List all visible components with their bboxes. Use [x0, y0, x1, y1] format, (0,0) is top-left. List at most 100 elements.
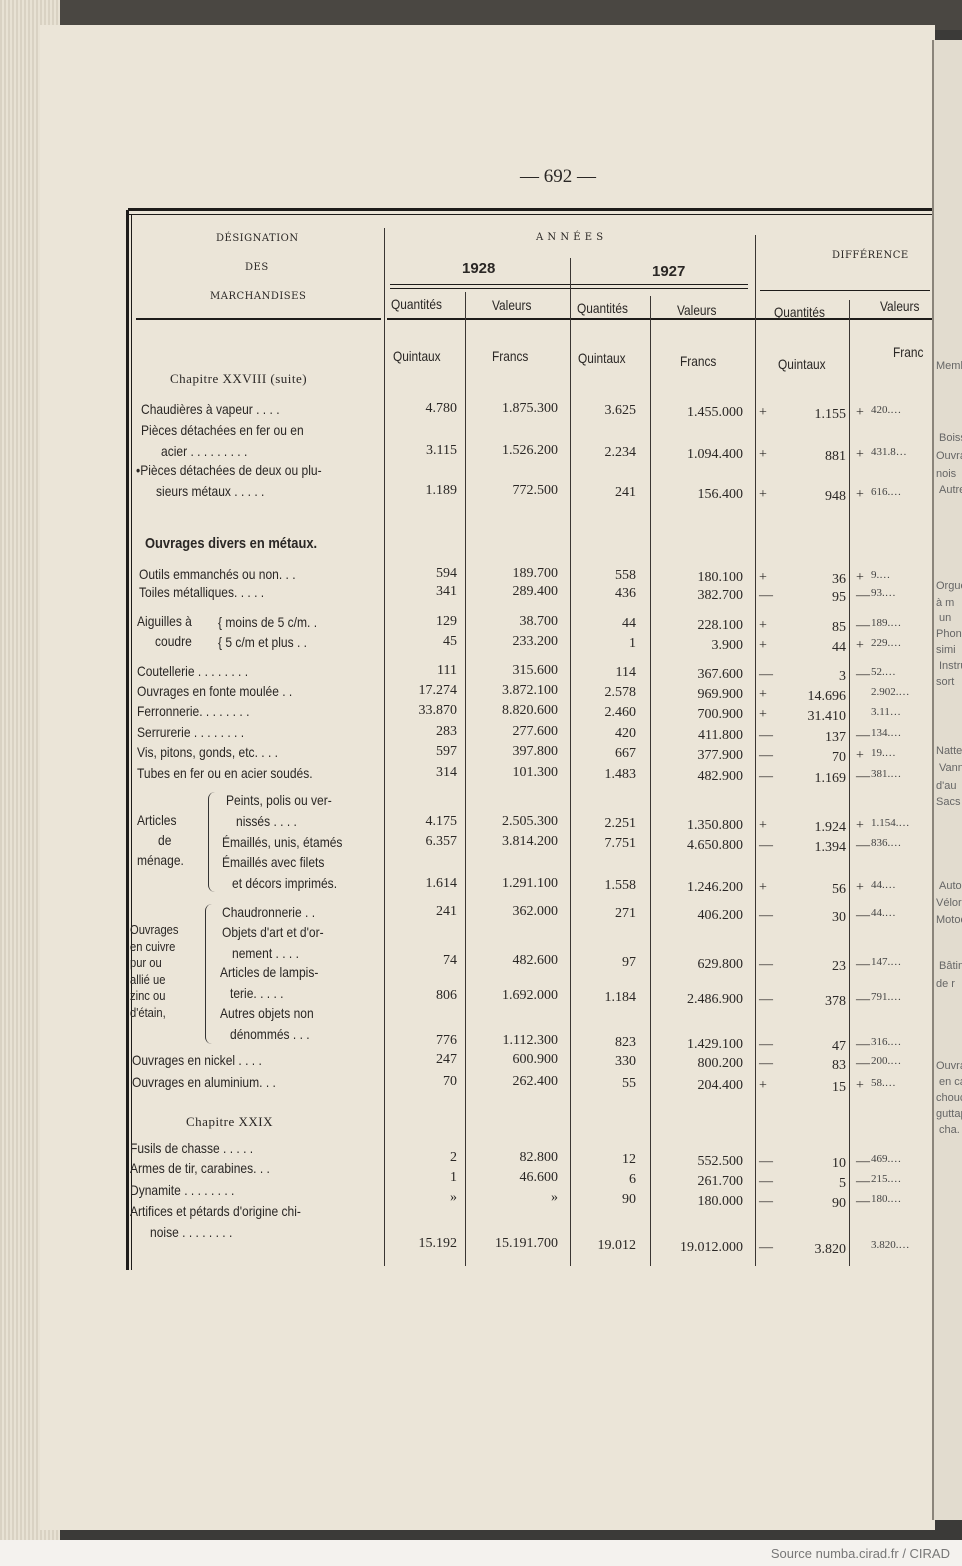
next-page-fragment: de r: [936, 978, 955, 990]
header-marchandises: MARCHANDISES: [210, 291, 307, 302]
col-divider: [384, 228, 385, 1266]
diff-value-partial: 3.820.…: [871, 1239, 910, 1251]
next-page-fragment: Vélori: [936, 897, 962, 909]
diff-qty-sign: +: [759, 618, 767, 633]
row-label: nement . . . .: [232, 945, 299, 961]
qty-1927: 2.578: [604, 685, 637, 700]
row-label: nissés . . . .: [236, 813, 297, 829]
unit-francs-diff: Franc: [893, 344, 924, 360]
value-1927: 377.900: [697, 748, 744, 763]
next-page-fragment: Memb: [936, 360, 962, 372]
qty-1928: 15.192: [418, 1236, 458, 1251]
value-1927: 800.200: [697, 1056, 744, 1071]
group-label: d'étain,: [130, 1004, 166, 1020]
value-1927: 180.100: [697, 570, 744, 585]
diff-qty: 85: [832, 620, 846, 635]
header-annees: A N N É E S: [536, 232, 604, 243]
row-label: Chaudronnerie . .: [222, 904, 316, 920]
row-label: •Pièces détachées de deux ou plu-: [136, 462, 322, 478]
value-1927: 204.400: [697, 1078, 744, 1093]
value-1927: 1.246.200: [687, 880, 743, 895]
diff-value-partial: 9.…: [871, 569, 891, 581]
value-1927: 382.700: [697, 588, 744, 603]
qty-1927: 667: [615, 746, 636, 761]
diff-value-sign: —: [856, 667, 870, 682]
chapter-28-heading: Chapitre XXVIII (suite): [170, 371, 308, 386]
diff-value-partial: 316.…: [871, 1036, 902, 1048]
group-label: en cuivre: [130, 938, 176, 954]
diff-value-sign: +: [856, 447, 864, 462]
value-1927: 3.900: [711, 638, 744, 653]
diff-qty-sign: +: [759, 1078, 767, 1093]
row-label: sieurs métaux . . . . .: [156, 483, 265, 499]
value-1928: 15.191.700: [495, 1236, 558, 1251]
diff-value-partial: 420.…: [871, 404, 902, 416]
next-page-fragment: cha.: [939, 1124, 960, 1136]
value-1928: 1.875.300: [502, 401, 558, 416]
value-1928: 8.820.600: [502, 703, 558, 718]
value-1927: 406.200: [697, 908, 744, 923]
diff-qty-sign: —: [759, 908, 773, 923]
diff-value-partial: 431.8…: [871, 446, 907, 458]
qty-1928: 241: [436, 904, 457, 919]
diff-qty-sign: —: [759, 957, 773, 972]
next-page-fragment: d'au: [936, 780, 957, 792]
next-page-fragment: Vanne: [939, 762, 962, 774]
qty-1928: 17.274: [418, 683, 458, 698]
group-label-aiguilles: Aiguilles à: [137, 613, 192, 629]
qty-1927: 44: [622, 616, 636, 631]
diff-qty-sign: +: [759, 687, 767, 702]
unit-francs-1927: Francs: [680, 353, 717, 369]
value-1928: 38.700: [519, 614, 559, 629]
value-1927: 1.429.100: [687, 1037, 743, 1052]
header-1928: 1928: [462, 260, 496, 277]
top-rule-thin: [128, 214, 932, 215]
row-label: Objets d'art et d'or-: [222, 924, 324, 940]
value-1928: 1.291.100: [502, 876, 558, 891]
header-1927: 1927: [652, 263, 686, 280]
qty-1927: 114: [615, 665, 636, 680]
diff-qty: 95: [832, 590, 846, 605]
diff-qty-sign: +: [759, 880, 767, 895]
diff-value-sign: +: [856, 1078, 864, 1093]
header-designation: DÉSIGNATION: [216, 233, 299, 244]
diff-qty-sign: —: [759, 1037, 773, 1052]
col-divider: [755, 235, 756, 1266]
row-label: Peints, polis ou ver-: [226, 792, 332, 808]
row-label: Outils emmanchés ou non. . .: [139, 566, 296, 582]
qty-1927: 3.625: [604, 403, 637, 418]
qty-1927: 1.483: [604, 767, 637, 782]
diff-value-partial: 381.…: [871, 768, 902, 780]
next-page-fragment: Bâtime: [939, 960, 962, 972]
qty-1927: 97: [622, 955, 636, 970]
value-1927: 552.500: [697, 1154, 744, 1169]
qty-1927: 90: [622, 1192, 636, 1207]
left-border-thin: [131, 214, 132, 1270]
qty-1928: 314: [436, 765, 457, 780]
qty-1928: 3.115: [426, 443, 457, 458]
year-rule: [390, 284, 748, 285]
group-label: zinc ou: [130, 988, 166, 1003]
value-1927: 1.350.800: [687, 818, 743, 833]
diff-qty: 56: [832, 882, 846, 897]
next-page-fragment: sort: [936, 676, 955, 688]
diff-value-partial: 791.…: [871, 991, 902, 1003]
row-label: Chaudières à vapeur . . . .: [141, 401, 280, 417]
qty-1928: 70: [443, 1074, 457, 1089]
qty-1927: 7.751: [604, 836, 637, 851]
col-quantites-diff: Quantités: [774, 304, 825, 320]
chapter-29-heading: Chapitre XXIX: [186, 1114, 274, 1129]
diff-qty-sign: +: [759, 487, 767, 502]
row-label: Ouvrages en aluminium. . .: [132, 1074, 276, 1090]
qty-1927: 823: [615, 1035, 636, 1050]
row-label: Pièces détachées en fer ou en: [141, 422, 304, 438]
col-valeurs-1928: Valeurs: [492, 297, 532, 313]
row-label: Coutellerie . . . . . . . .: [137, 663, 249, 679]
value-1928: 1.526.200: [502, 443, 558, 458]
diff-value-sign: —: [856, 908, 870, 923]
qty-1927: 420: [615, 726, 636, 741]
group-label: de: [158, 832, 172, 848]
next-page-fragment: simi: [936, 644, 956, 656]
col-divider: [650, 296, 651, 1266]
next-page-fragment: Autom: [939, 880, 962, 892]
